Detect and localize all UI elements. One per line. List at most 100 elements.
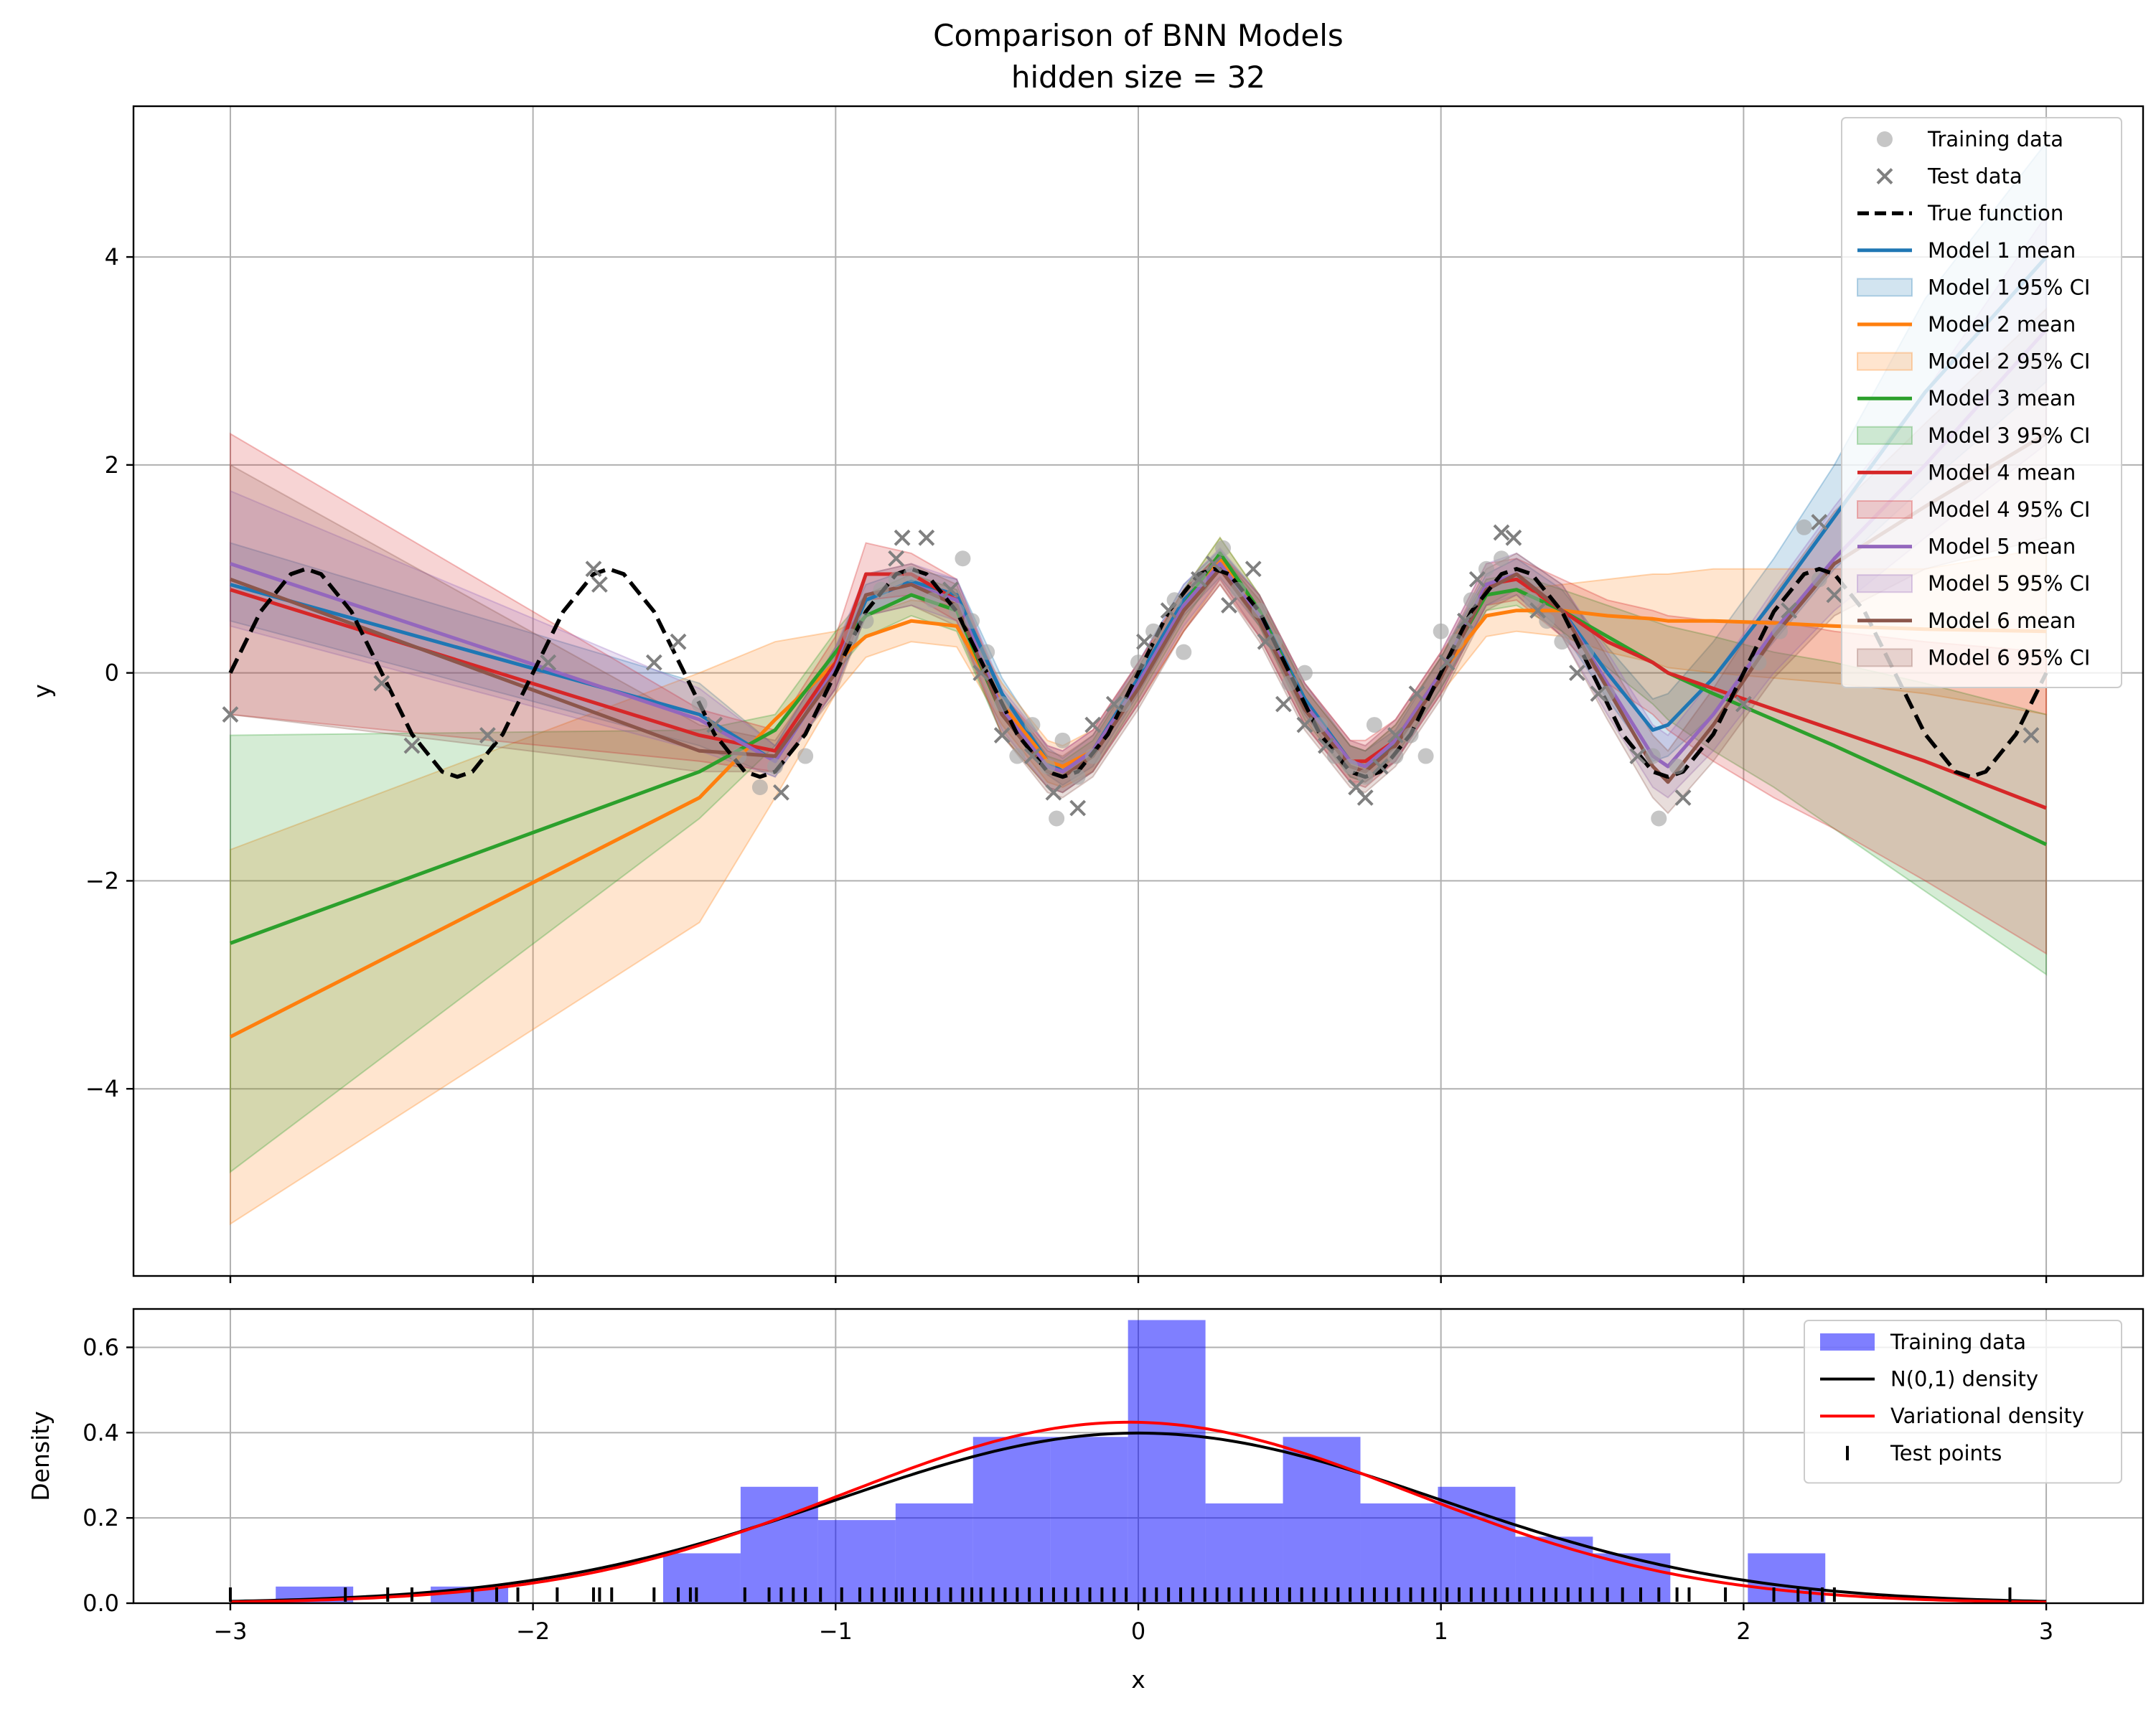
training-point <box>751 779 768 796</box>
test-point <box>1105 695 1122 713</box>
histogram-bar <box>1748 1553 1826 1603</box>
test-point <box>1493 524 1510 541</box>
training-point <box>1215 540 1232 556</box>
density-axes: 0.0 0.2 0.4 0.6 −3 −2 −1 0 1 2 3 Density x Traini… <box>27 1308 2145 1694</box>
training-point <box>1296 665 1313 681</box>
test-point <box>585 560 602 578</box>
model-6-mean-line <box>230 432 2048 784</box>
density-x-tick-labels: −3 −2 −1 0 1 2 3 <box>213 1618 2053 1645</box>
test-points <box>222 514 2040 817</box>
training-point <box>979 644 995 660</box>
training-point <box>1342 759 1359 775</box>
test-point <box>1826 586 1843 604</box>
density-curves <box>230 1420 2047 1604</box>
training-point <box>1039 759 1056 775</box>
main-y-tick-label: 2 <box>105 451 119 479</box>
legend-handle-training-data <box>1877 131 1893 147</box>
density-legend-label: Training data <box>1890 1330 2026 1354</box>
histogram-bar <box>662 1553 741 1603</box>
main-legend-label: Model 5 mean <box>1928 535 2076 559</box>
test-point <box>993 727 1011 743</box>
test-point <box>645 654 662 671</box>
training-point <box>888 571 904 588</box>
main-legend-label: Model 2 95% CI <box>1928 349 2090 374</box>
chart-subtitle: hidden size = 32 <box>1011 60 1265 95</box>
test-point <box>1045 784 1062 801</box>
training-point <box>797 748 814 764</box>
density-x-tick-label: 1 <box>1434 1618 1448 1645</box>
test-point <box>1160 602 1177 619</box>
test-point <box>1387 727 1404 743</box>
legend-handle-ci <box>1857 278 1913 297</box>
main-legend-label: Model 5 95% CI <box>1928 571 2090 596</box>
density-x-tick-label: 2 <box>1736 1618 1750 1645</box>
main-legend-label: Model 4 95% CI <box>1928 497 2090 522</box>
density-y-tick-labels: 0.0 0.2 0.4 0.6 <box>83 1333 119 1617</box>
test-point <box>1505 529 1522 546</box>
test-point <box>1023 748 1041 764</box>
density-y-tick-label: 0.0 <box>83 1590 119 1617</box>
density-legend-label: Test points <box>1890 1441 2002 1465</box>
training-point <box>843 628 859 644</box>
test-point <box>1569 665 1585 682</box>
test-point <box>1190 571 1207 588</box>
density-legend: Training data N(0,1) density Variational d… <box>1804 1320 2122 1484</box>
test-point <box>706 716 723 733</box>
histogram-bar <box>1128 1320 1206 1603</box>
variational-density-curve <box>230 1420 2047 1604</box>
training-point <box>1417 748 1434 764</box>
main-y-tick-labels: −4 −2 0 2 4 <box>85 243 119 1102</box>
test-point <box>1781 602 1798 619</box>
test-point <box>894 529 911 546</box>
training-point <box>964 613 980 629</box>
test-point <box>1735 695 1752 713</box>
test-point <box>942 581 959 599</box>
main-legend-label: Model 2 mean <box>1928 312 2076 337</box>
legend-handle-ci <box>1857 574 1913 593</box>
main-y-tick-label: −2 <box>85 867 119 894</box>
main-legend-label: Model 1 mean <box>1928 238 2076 263</box>
test-point <box>1275 695 1292 713</box>
legend-handle-test-data <box>1876 168 1893 185</box>
histogram-bar <box>972 1437 1051 1603</box>
test-point <box>1257 633 1274 650</box>
histogram-bar <box>1205 1503 1283 1603</box>
histogram-bar <box>1283 1437 1361 1603</box>
density-y-tick-label: 0.4 <box>83 1419 119 1446</box>
training-point <box>1524 592 1540 609</box>
training-point <box>1644 748 1661 764</box>
training-point <box>1281 675 1298 692</box>
density-x-tick-label: −1 <box>819 1618 853 1645</box>
density-legend-box <box>1804 1320 2122 1484</box>
test-point <box>772 784 789 801</box>
x-axis-label: x <box>1131 1666 1145 1694</box>
training-point <box>1554 634 1570 650</box>
training-point <box>767 759 783 775</box>
density-legend-label: Variational density <box>1890 1404 2084 1428</box>
training-point <box>1366 717 1382 733</box>
main-axes: −4 −2 0 2 4 y Training data Test data True fun… <box>28 105 2145 1283</box>
training-point <box>1049 810 1065 827</box>
density-legend-label: N(0,1) density <box>1890 1367 2038 1391</box>
training-point <box>691 696 708 713</box>
model-3-ci-band <box>229 536 2048 1174</box>
density-x-tick-label: −2 <box>516 1618 550 1645</box>
training-point <box>1069 769 1086 785</box>
training-point <box>1387 748 1404 764</box>
test-point <box>670 633 687 650</box>
test-point <box>222 706 239 723</box>
training-point <box>1166 592 1183 609</box>
training-point <box>948 602 965 619</box>
legend-handle-ci <box>1857 352 1913 371</box>
main-legend-label: Model 6 95% CI <box>1928 645 2090 670</box>
training-histogram <box>276 1320 1826 1603</box>
test-point <box>591 576 608 593</box>
test-point <box>1296 716 1313 733</box>
main-legend-label: Model 4 mean <box>1928 460 2076 484</box>
test-point <box>2023 727 2040 743</box>
test-point <box>1221 597 1237 614</box>
legend-handle-ci <box>1857 648 1913 667</box>
test-point <box>1590 685 1607 703</box>
training-point <box>1402 727 1419 743</box>
